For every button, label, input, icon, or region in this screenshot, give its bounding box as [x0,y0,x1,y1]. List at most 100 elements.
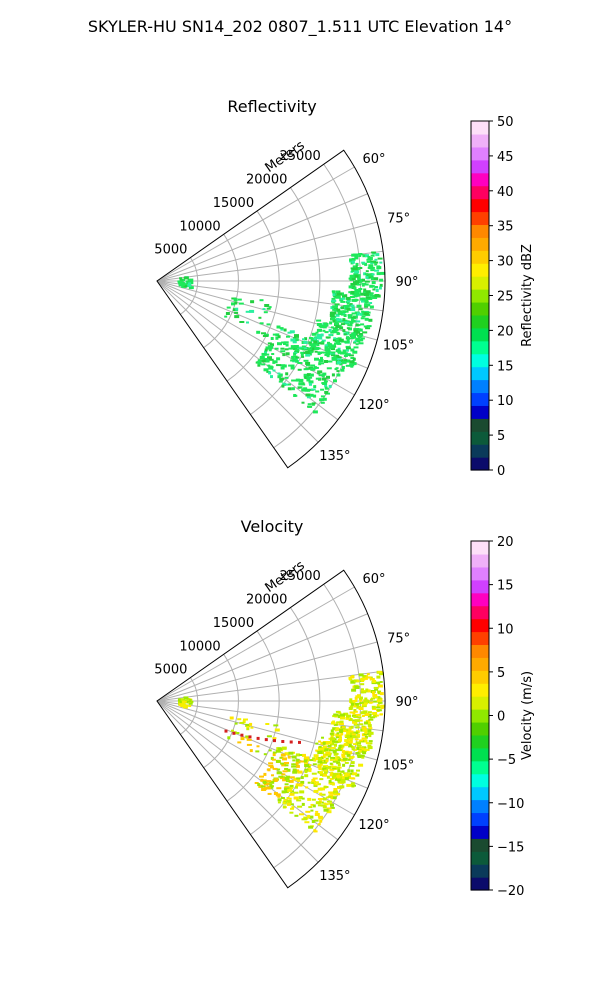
echo-pixel [257,783,261,787]
echo-pixel [298,379,303,383]
echo-pixel [350,365,354,368]
echo-pixel [362,739,368,743]
echo-pixel [326,367,332,370]
echo-pixel [264,738,268,742]
theta-tick-label: 60° [362,572,385,587]
echo-pixel [324,390,329,394]
echo-pixel [182,705,188,709]
echo-pixel [361,703,367,706]
colorbar-segment [471,353,489,368]
echo-pixel [347,740,353,744]
theta-gridline [156,193,368,282]
echo-pixel [283,343,286,345]
echo-pixel [279,327,284,330]
echo-pixel [302,347,308,350]
echo-pixel [336,317,340,320]
echo-pixel [188,286,194,290]
echo-pixel [368,727,373,730]
echo-pixel [327,360,333,363]
echo-pixel [339,729,344,732]
echo-pixel [348,327,352,331]
echo-pixel [292,759,296,762]
echo-pixel [328,749,334,752]
echo-pixel [182,700,185,704]
echo-pixel [288,364,294,367]
echo-pixel [346,736,351,740]
echo-pixel [332,775,335,779]
echo-pixel [354,329,359,333]
echo-pixel [369,678,373,681]
echo-pixel [311,781,317,784]
echo-pixel [347,773,352,777]
echo-pixel [378,286,382,290]
echo-pixel [261,352,267,356]
echo-pixel [352,700,358,702]
echo-pixel [354,293,358,296]
echo-pixel [303,387,308,391]
echo-pixel [375,714,379,717]
echo-pixel [370,260,375,263]
colorbar-segment [471,709,489,723]
echo-pixel [340,732,344,736]
echo-pixel [352,772,358,776]
echo-pixel [278,747,283,751]
echo-pixel [349,360,355,364]
echo-pixel [307,403,312,406]
echo-pixel [314,350,318,353]
echo-field [177,251,386,414]
colorbar-segment [471,366,489,381]
echo-pixel [268,345,274,349]
echo-pixel [246,726,250,728]
echo-pixel [276,357,281,361]
echo-pixel [359,280,363,283]
colorbar-segment [471,121,489,135]
echo-pixel [311,772,317,775]
colorbar-tick-label: 20 [497,535,514,550]
echo-pixel [341,753,346,757]
theta-tick-label: 75° [387,211,410,226]
echo-pixel [361,282,367,285]
echo-pixel [284,790,289,794]
echo-pixel [370,254,375,257]
echo-pixel [263,368,269,372]
echo-pixel [323,748,329,752]
echo-pixel [364,263,368,266]
echo-pixel [349,258,353,262]
echo-pixel [277,375,282,379]
echo-pixel [336,355,340,358]
echo-pixel [367,744,372,748]
echo-pixel [373,700,379,703]
echo-pixel [323,323,329,326]
echo-pixel [351,319,356,323]
echo-pixel [339,720,344,724]
echo-pixel [271,774,274,777]
theta-gridline [156,166,355,282]
echo-pixel [317,765,322,769]
echo-pixel [231,729,234,732]
echo-pixel [236,732,240,734]
echo-pixel [359,334,364,337]
echo-pixel [337,356,342,359]
echo-pixel [356,680,360,683]
echo-pixel [270,375,273,379]
theta-tick-label: 120° [358,398,389,413]
echo-pixel [343,314,347,317]
echo-pixel [339,785,345,789]
colorbar-segment [471,301,489,316]
echo-pixel [321,736,324,739]
echo-pixel [323,753,328,757]
echo-pixel [355,262,359,266]
echo-pixel [319,771,323,775]
echo-pixel [288,383,291,386]
echo-pixel [257,359,262,362]
echo-pixel [336,370,340,373]
echo-pixel [309,351,313,354]
echo-pixel [283,328,287,332]
echo-pixel [320,401,325,404]
echo-pixel [246,743,252,746]
echo-pixel [373,277,379,281]
echo-pixel [294,334,299,338]
echo-pixel [345,348,349,352]
echo-pixel [319,792,323,796]
echo-pixel [333,790,338,794]
